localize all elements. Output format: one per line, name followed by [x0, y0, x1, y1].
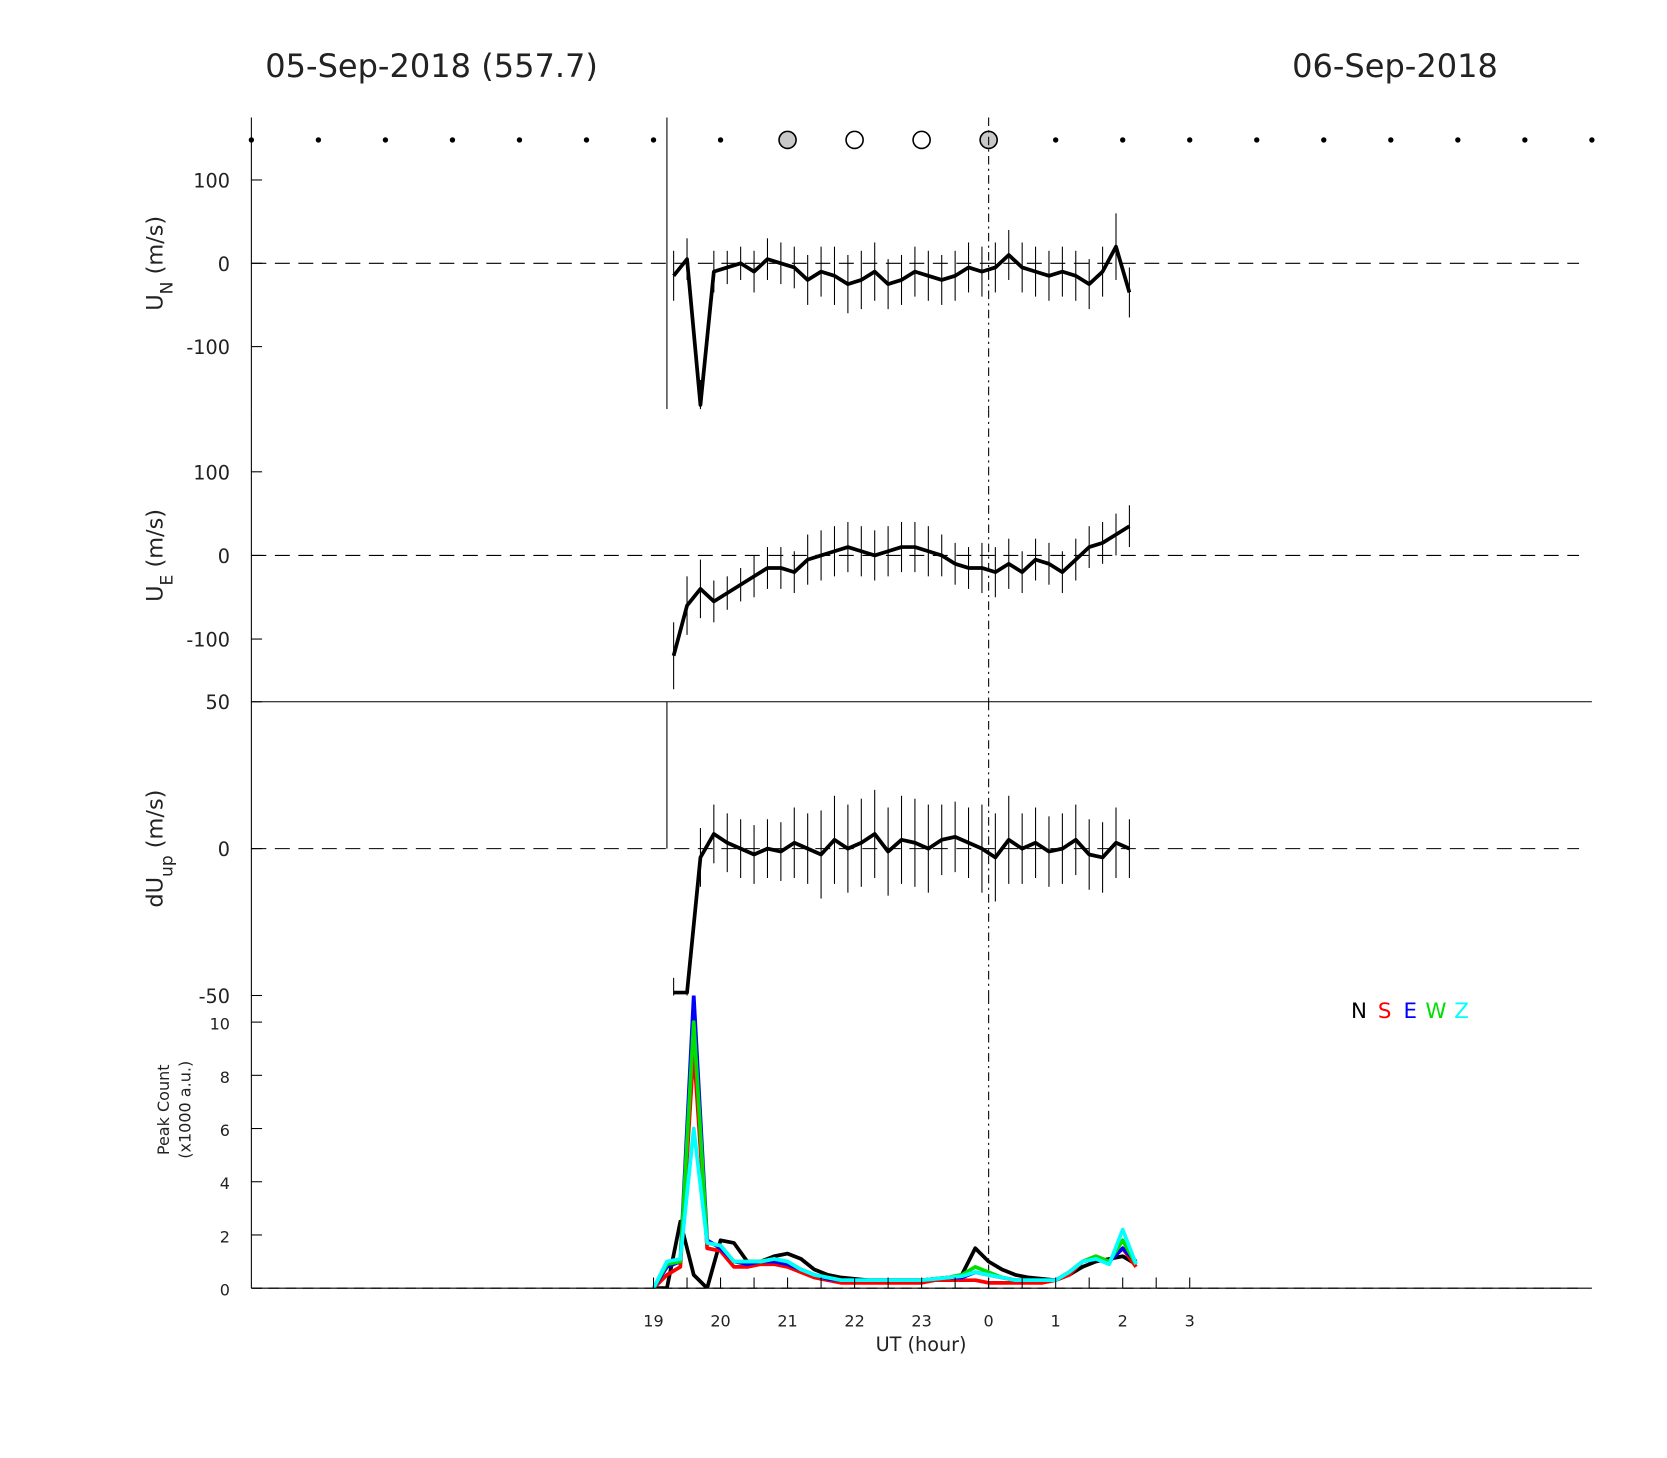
y-tick-label: 50	[206, 691, 230, 714]
legend-entry: Z	[1454, 999, 1469, 1024]
y-tick-label: -50	[199, 985, 230, 1008]
x-tick-label: 3	[1185, 1312, 1195, 1331]
sky-dot	[1321, 137, 1327, 143]
sky-marker	[912, 130, 931, 150]
sky-dot	[1455, 137, 1461, 143]
x-tick-label: 22	[844, 1312, 864, 1331]
x-axis-label: UT (hour)	[876, 1333, 967, 1356]
x-tick-label: 20	[710, 1312, 730, 1331]
plot-area	[671, 409, 1131, 702]
y-tick-label: 0	[218, 545, 230, 568]
y-label-sub: N	[157, 282, 177, 295]
y-label-sub: up	[157, 855, 177, 877]
series-line	[651, 1126, 1138, 1289]
y-tick-label: 6	[220, 1121, 230, 1140]
y-label-rest: (m/s)	[143, 216, 169, 282]
y-axis-label: UE (m/s)	[143, 509, 178, 602]
y-label-main: U	[143, 585, 169, 601]
sky-dot	[382, 137, 389, 143]
plot-area	[651, 995, 1138, 1289]
x-tick-label: 0	[984, 1312, 994, 1331]
title-left: 05-Sep-2018 (557.7)	[265, 47, 598, 85]
sky-dot	[1522, 137, 1528, 143]
y-tick-label: 0	[218, 253, 230, 276]
sky-dot	[717, 137, 724, 143]
sky-dot	[449, 137, 456, 143]
y-tick-label: 10	[210, 1015, 230, 1034]
y-label-sub: E	[157, 575, 177, 586]
y-tick-label: -100	[186, 629, 230, 652]
sky-dot	[1388, 137, 1394, 143]
sky-dot	[650, 137, 657, 143]
y-label-main: U	[143, 294, 169, 310]
data-line	[673, 832, 1131, 995]
y-tick-label: 0	[220, 1281, 230, 1300]
legend-entry: E	[1404, 999, 1418, 1024]
x-tick-label: 23	[911, 1312, 931, 1331]
x-tick-label: 19	[643, 1312, 663, 1331]
y-tick-label: 100	[193, 169, 230, 192]
y-tick-label: 100	[193, 461, 230, 484]
sky-dot	[1187, 137, 1193, 143]
y-tick-label: 2	[220, 1227, 230, 1246]
x-tick-label: 1	[1051, 1312, 1061, 1331]
y-label-main: dU	[143, 877, 169, 908]
data-line	[672, 244, 1132, 407]
legend-entry: S	[1378, 999, 1392, 1024]
y-axis-label: Peak Count	[154, 1064, 173, 1155]
sky-dot	[1254, 137, 1260, 143]
y-label-rest: (m/s)	[143, 509, 169, 575]
title-right: 06-Sep-2018	[1292, 47, 1498, 85]
plot-area	[666, 701, 1131, 996]
sky-dot	[583, 137, 590, 143]
y-axis-label: dUup (m/s)	[143, 790, 178, 908]
sky-marker	[845, 130, 864, 150]
y-tick-label: 0	[218, 838, 230, 861]
sky-dot	[315, 137, 322, 143]
y-axis-label: (x1000 a.u.)	[175, 1061, 194, 1159]
y-tick-label: 4	[220, 1174, 230, 1193]
sky-dot	[1053, 137, 1059, 143]
legend-entry: W	[1425, 999, 1446, 1024]
y-tick-label: 8	[220, 1068, 230, 1087]
y-label-rest: (m/s)	[143, 790, 169, 856]
sky-dot	[1120, 137, 1126, 143]
sky-dot	[1589, 137, 1595, 143]
x-tick-label: 2	[1118, 1312, 1128, 1331]
series-line	[651, 995, 1138, 1289]
sky-marker	[778, 130, 797, 150]
plot-area	[666, 117, 1132, 410]
y-tick-label: -100	[186, 336, 230, 359]
legend-entry: N	[1351, 999, 1367, 1024]
series-line	[651, 1020, 1138, 1289]
y-axis-label: UN (m/s)	[143, 216, 178, 311]
data-line	[671, 524, 1131, 657]
x-tick-label: 21	[777, 1312, 797, 1331]
sky-dot	[516, 137, 523, 143]
